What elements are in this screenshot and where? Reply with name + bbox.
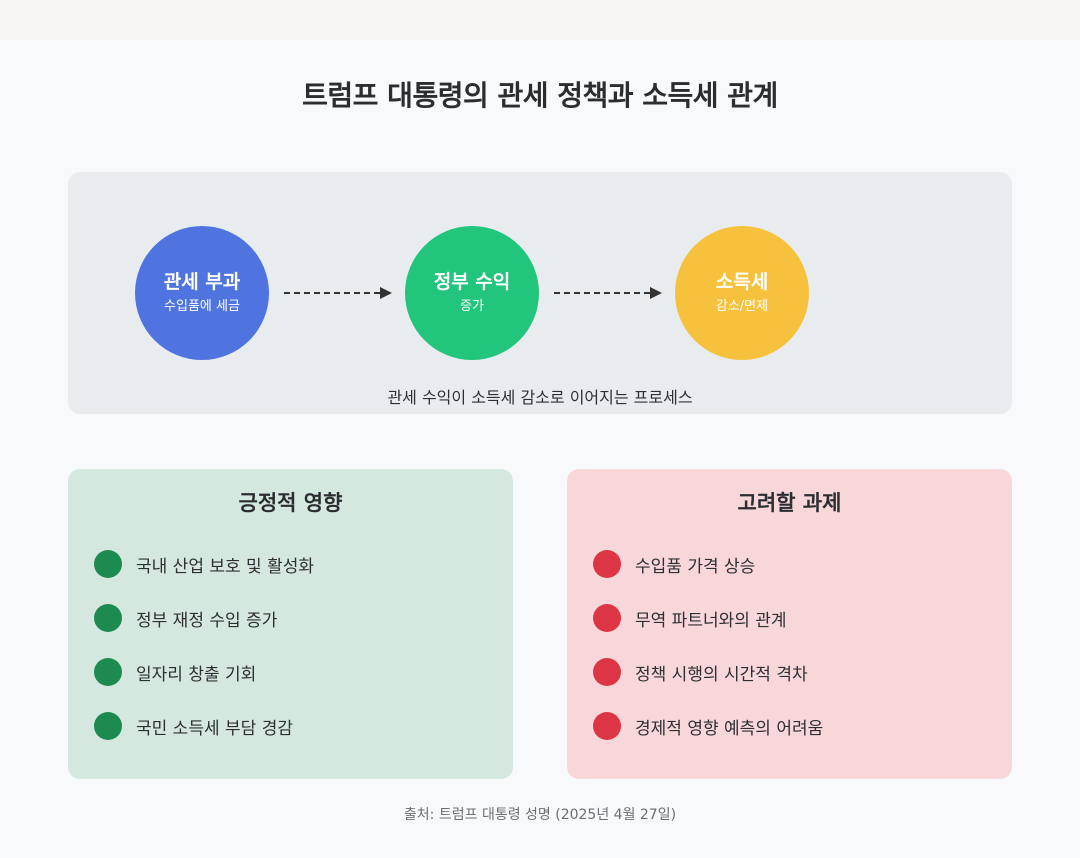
step-income-tax-sub: 감소/면제: [715, 299, 769, 314]
page-title: 트럼프 대통령의 관세 정책과 소득세 관계: [302, 79, 778, 112]
list-item: 정부 재정 수입 증가: [94, 603, 314, 633]
step-tariff-circle: 관세 부과 수입품에 세금: [135, 226, 269, 360]
list-item: 일자리 창출 기회: [94, 657, 314, 687]
list-item-text: 수입품 가격 상승: [635, 556, 756, 577]
positive-effects-card: 긍정적 영향 국내 산업 보호 및 활성화 정부 재정 수입 증가 일자리 창출…: [68, 469, 513, 779]
green-dot-icon: [94, 658, 122, 686]
red-dot-icon: [593, 658, 621, 686]
list-item-text: 일자리 창출 기회: [136, 664, 257, 685]
step-tariff-sub: 수입품에 세금: [164, 299, 240, 314]
top-strip: [0, 0, 1080, 40]
step-income-tax-circle: 소득세 감소/면제: [675, 226, 809, 360]
arrow-right-icon: [554, 287, 662, 299]
positive-effects-title: 긍정적 영향: [238, 491, 343, 515]
list-item-text: 국내 산업 보호 및 활성화: [136, 556, 315, 577]
green-dot-icon: [94, 550, 122, 578]
step-income-tax-label: 소득세: [715, 271, 769, 293]
list-item: 수입품 가격 상승: [593, 549, 823, 579]
step-revenue-circle: 정부 수익 증가: [405, 226, 539, 360]
positive-effects-list: 국내 산업 보호 및 활성화 정부 재정 수입 증가 일자리 창출 기회 국민 …: [94, 549, 314, 765]
list-item: 정책 시행의 시간적 격차: [593, 657, 823, 687]
process-flow-panel: 관세 부과 수입품에 세금 정부 수익 증가 소득세 감소/면제 관세 수익이 …: [68, 172, 1012, 414]
red-dot-icon: [593, 550, 621, 578]
list-item: 국민 소득세 부담 경감: [94, 711, 314, 741]
arrow-right-icon: [284, 287, 392, 299]
list-item: 국내 산업 보호 및 활성화: [94, 549, 314, 579]
step-revenue-sub: 증가: [460, 299, 484, 314]
list-item-text: 경제적 영향 예측의 어려움: [635, 718, 824, 739]
list-item-text: 정부 재정 수입 증가: [136, 610, 278, 631]
list-item-text: 국민 소득세 부담 경감: [136, 718, 293, 739]
challenges-list: 수입품 가격 상승 무역 파트너와의 관계 정책 시행의 시간적 격차 경제적 …: [593, 549, 823, 765]
list-item: 무역 파트너와의 관계: [593, 603, 823, 633]
red-dot-icon: [593, 604, 621, 632]
source-note: 출처: 트럼프 대통령 성명 (2025년 4월 27일): [403, 807, 677, 823]
list-item-text: 정책 시행의 시간적 격차: [635, 664, 808, 685]
list-item: 경제적 영향 예측의 어려움: [593, 711, 823, 741]
red-dot-icon: [593, 712, 621, 740]
challenges-title: 고려할 과제: [737, 491, 842, 515]
list-item-text: 무역 파트너와의 관계: [635, 610, 787, 631]
flow-caption: 관세 수익이 소득세 감소로 이어지는 프로세스: [387, 388, 693, 407]
green-dot-icon: [94, 604, 122, 632]
step-revenue-label: 정부 수익: [433, 271, 511, 293]
green-dot-icon: [94, 712, 122, 740]
challenges-card: 고려할 과제 수입품 가격 상승 무역 파트너와의 관계 정책 시행의 시간적 …: [567, 469, 1012, 779]
step-tariff-label: 관세 부과: [163, 271, 241, 293]
